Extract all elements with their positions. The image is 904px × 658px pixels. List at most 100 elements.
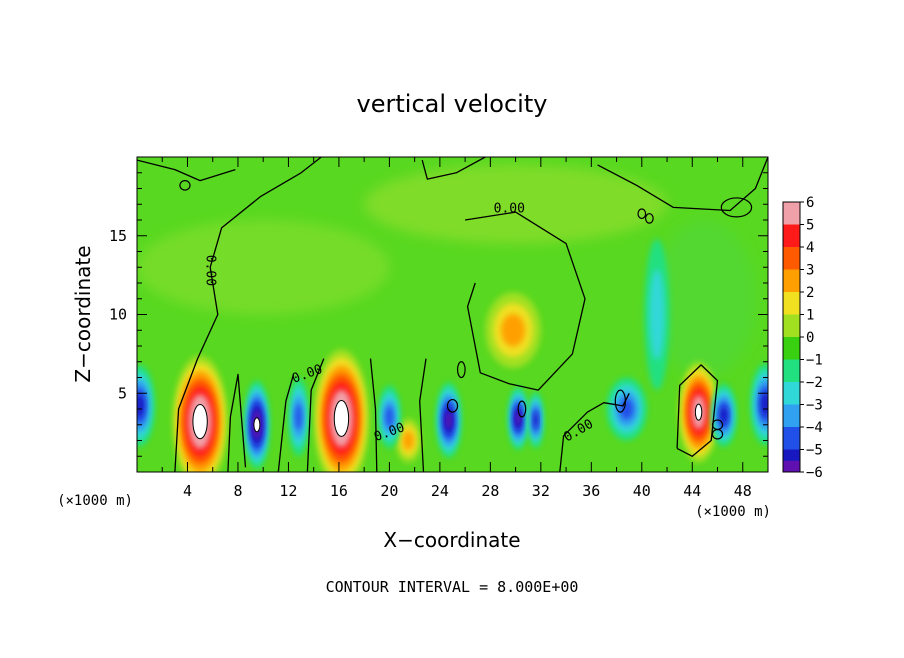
zero-contour-line — [676, 364, 719, 457]
contour-label: 0.00 — [494, 201, 525, 216]
field-level — [720, 406, 728, 424]
colorbar-swatch — [783, 460, 800, 472]
zero-contour-line — [137, 159, 236, 182]
small-contour — [446, 398, 459, 413]
downdraft-cell — [606, 377, 647, 441]
colorbar-swatch — [783, 314, 800, 338]
background-band — [654, 220, 756, 378]
x-tick-label: 8 — [233, 482, 242, 500]
colorbar-tick-label: −2 — [806, 375, 823, 391]
colorbar-tick-label: −5 — [806, 443, 823, 459]
field-core — [192, 403, 208, 440]
colorbar-tick-label: 2 — [806, 285, 814, 301]
contour-interval-note: CONTOUR INTERVAL = 8.000E+00 — [326, 578, 579, 596]
x-tick-label: 32 — [532, 482, 550, 500]
contour-label: 0.00 — [203, 255, 218, 286]
field-core — [253, 417, 261, 433]
colorbar-swatch — [783, 359, 800, 383]
downdraft-cell — [508, 386, 529, 450]
colorbar-tick-label: 1 — [806, 308, 814, 324]
colorbar-tick-label: −3 — [806, 398, 823, 414]
colorbar-swatch — [783, 404, 800, 428]
field-level — [445, 411, 452, 429]
y-axis-label: Z−coordinate — [71, 245, 95, 382]
y-axis: 5 10 15 — [109, 156, 768, 473]
small-contour — [179, 180, 191, 191]
small-contour — [711, 428, 724, 440]
y-tick-label: 10 — [109, 306, 127, 324]
zero-contour-line — [419, 358, 427, 472]
downdraft-cell — [750, 363, 768, 446]
small-contour — [637, 208, 647, 220]
colorbar-tick-label: 4 — [806, 240, 814, 256]
plot-area: 0.000.000.000.00 0.00 — [137, 157, 768, 472]
downdraft-cell — [288, 377, 309, 457]
zero-contour-line — [174, 157, 322, 472]
y-tick-label: 5 — [118, 384, 127, 402]
zero-contour-line — [597, 157, 768, 212]
x-axis-label: X−coordinate — [383, 528, 520, 552]
field-level — [402, 431, 414, 450]
updraft-cell — [678, 361, 719, 463]
zero-contour-line — [369, 358, 378, 472]
small-contour — [517, 400, 527, 418]
x-tick-label: 24 — [431, 482, 449, 500]
field-core — [333, 400, 350, 437]
updraft-cell — [172, 355, 228, 472]
colorbar-swatch — [783, 337, 800, 360]
downdraft-cell — [378, 385, 401, 449]
x-tick-label: 28 — [481, 482, 499, 500]
small-contour — [456, 361, 466, 379]
colorbar-tick-label: 6 — [806, 195, 814, 211]
colorbar-swatch — [783, 224, 800, 248]
x-tick-label: 44 — [683, 482, 701, 500]
downdraft-cell — [711, 383, 737, 447]
colorbar: 6 5 4 3 2 1 0 −1 −2 −3 −4 −5 −6 — [782, 195, 823, 481]
field-level — [761, 393, 768, 416]
zero-contour-line — [464, 211, 586, 391]
small-contour — [644, 213, 654, 224]
background-band — [364, 164, 668, 244]
y-tick-label: 15 — [109, 227, 127, 245]
colorbar-tick-label: 3 — [806, 263, 814, 279]
field-level — [619, 398, 634, 420]
background-band — [137, 220, 390, 315]
field-level — [385, 406, 394, 428]
field-level — [533, 412, 538, 428]
x-tick-label: 20 — [380, 482, 398, 500]
colorbar-tick-label: −1 — [806, 353, 823, 369]
zero-contour-line — [559, 393, 630, 472]
x-tick-label: 16 — [330, 482, 348, 500]
field-level — [295, 403, 302, 430]
downdraft-cell — [644, 238, 670, 391]
colorbar-swatch — [783, 247, 800, 270]
downdraft-cell — [528, 391, 544, 449]
x-tick-label: 4 — [183, 482, 192, 500]
colorbar-swatch — [783, 427, 800, 450]
small-contour — [614, 389, 626, 413]
zero-contour-line — [306, 358, 325, 472]
colorbar-tick-label: 5 — [806, 218, 814, 234]
colorbar-swatch — [783, 382, 800, 405]
field-level — [501, 314, 525, 347]
colorbar-tick-label: −6 — [806, 465, 823, 481]
colorbar-swatch — [783, 269, 800, 293]
zero-contour-line — [421, 157, 486, 180]
zero-contour-line — [227, 373, 247, 472]
x-unit-left: (×1000 m) — [57, 493, 133, 509]
x-tick-label: 12 — [279, 482, 297, 500]
colorbar-swatch — [783, 292, 800, 315]
zero-contour-line — [277, 374, 295, 472]
colorbar-tick-label: −4 — [806, 420, 823, 436]
updraft-cell — [313, 349, 370, 472]
x-tick-label: 40 — [633, 482, 651, 500]
field-level — [137, 394, 144, 418]
colorbar-tick-label: 0 — [806, 330, 814, 346]
small-contour — [720, 197, 753, 218]
x-tick-label: 48 — [734, 482, 752, 500]
field-core — [694, 403, 703, 421]
velocity-field — [137, 164, 768, 472]
colorbar-swatch — [783, 202, 800, 225]
x-unit-right: (×1000 m) — [695, 504, 771, 520]
